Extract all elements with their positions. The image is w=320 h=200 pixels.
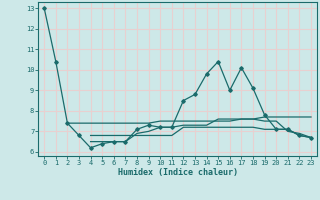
X-axis label: Humidex (Indice chaleur): Humidex (Indice chaleur) — [118, 168, 238, 177]
